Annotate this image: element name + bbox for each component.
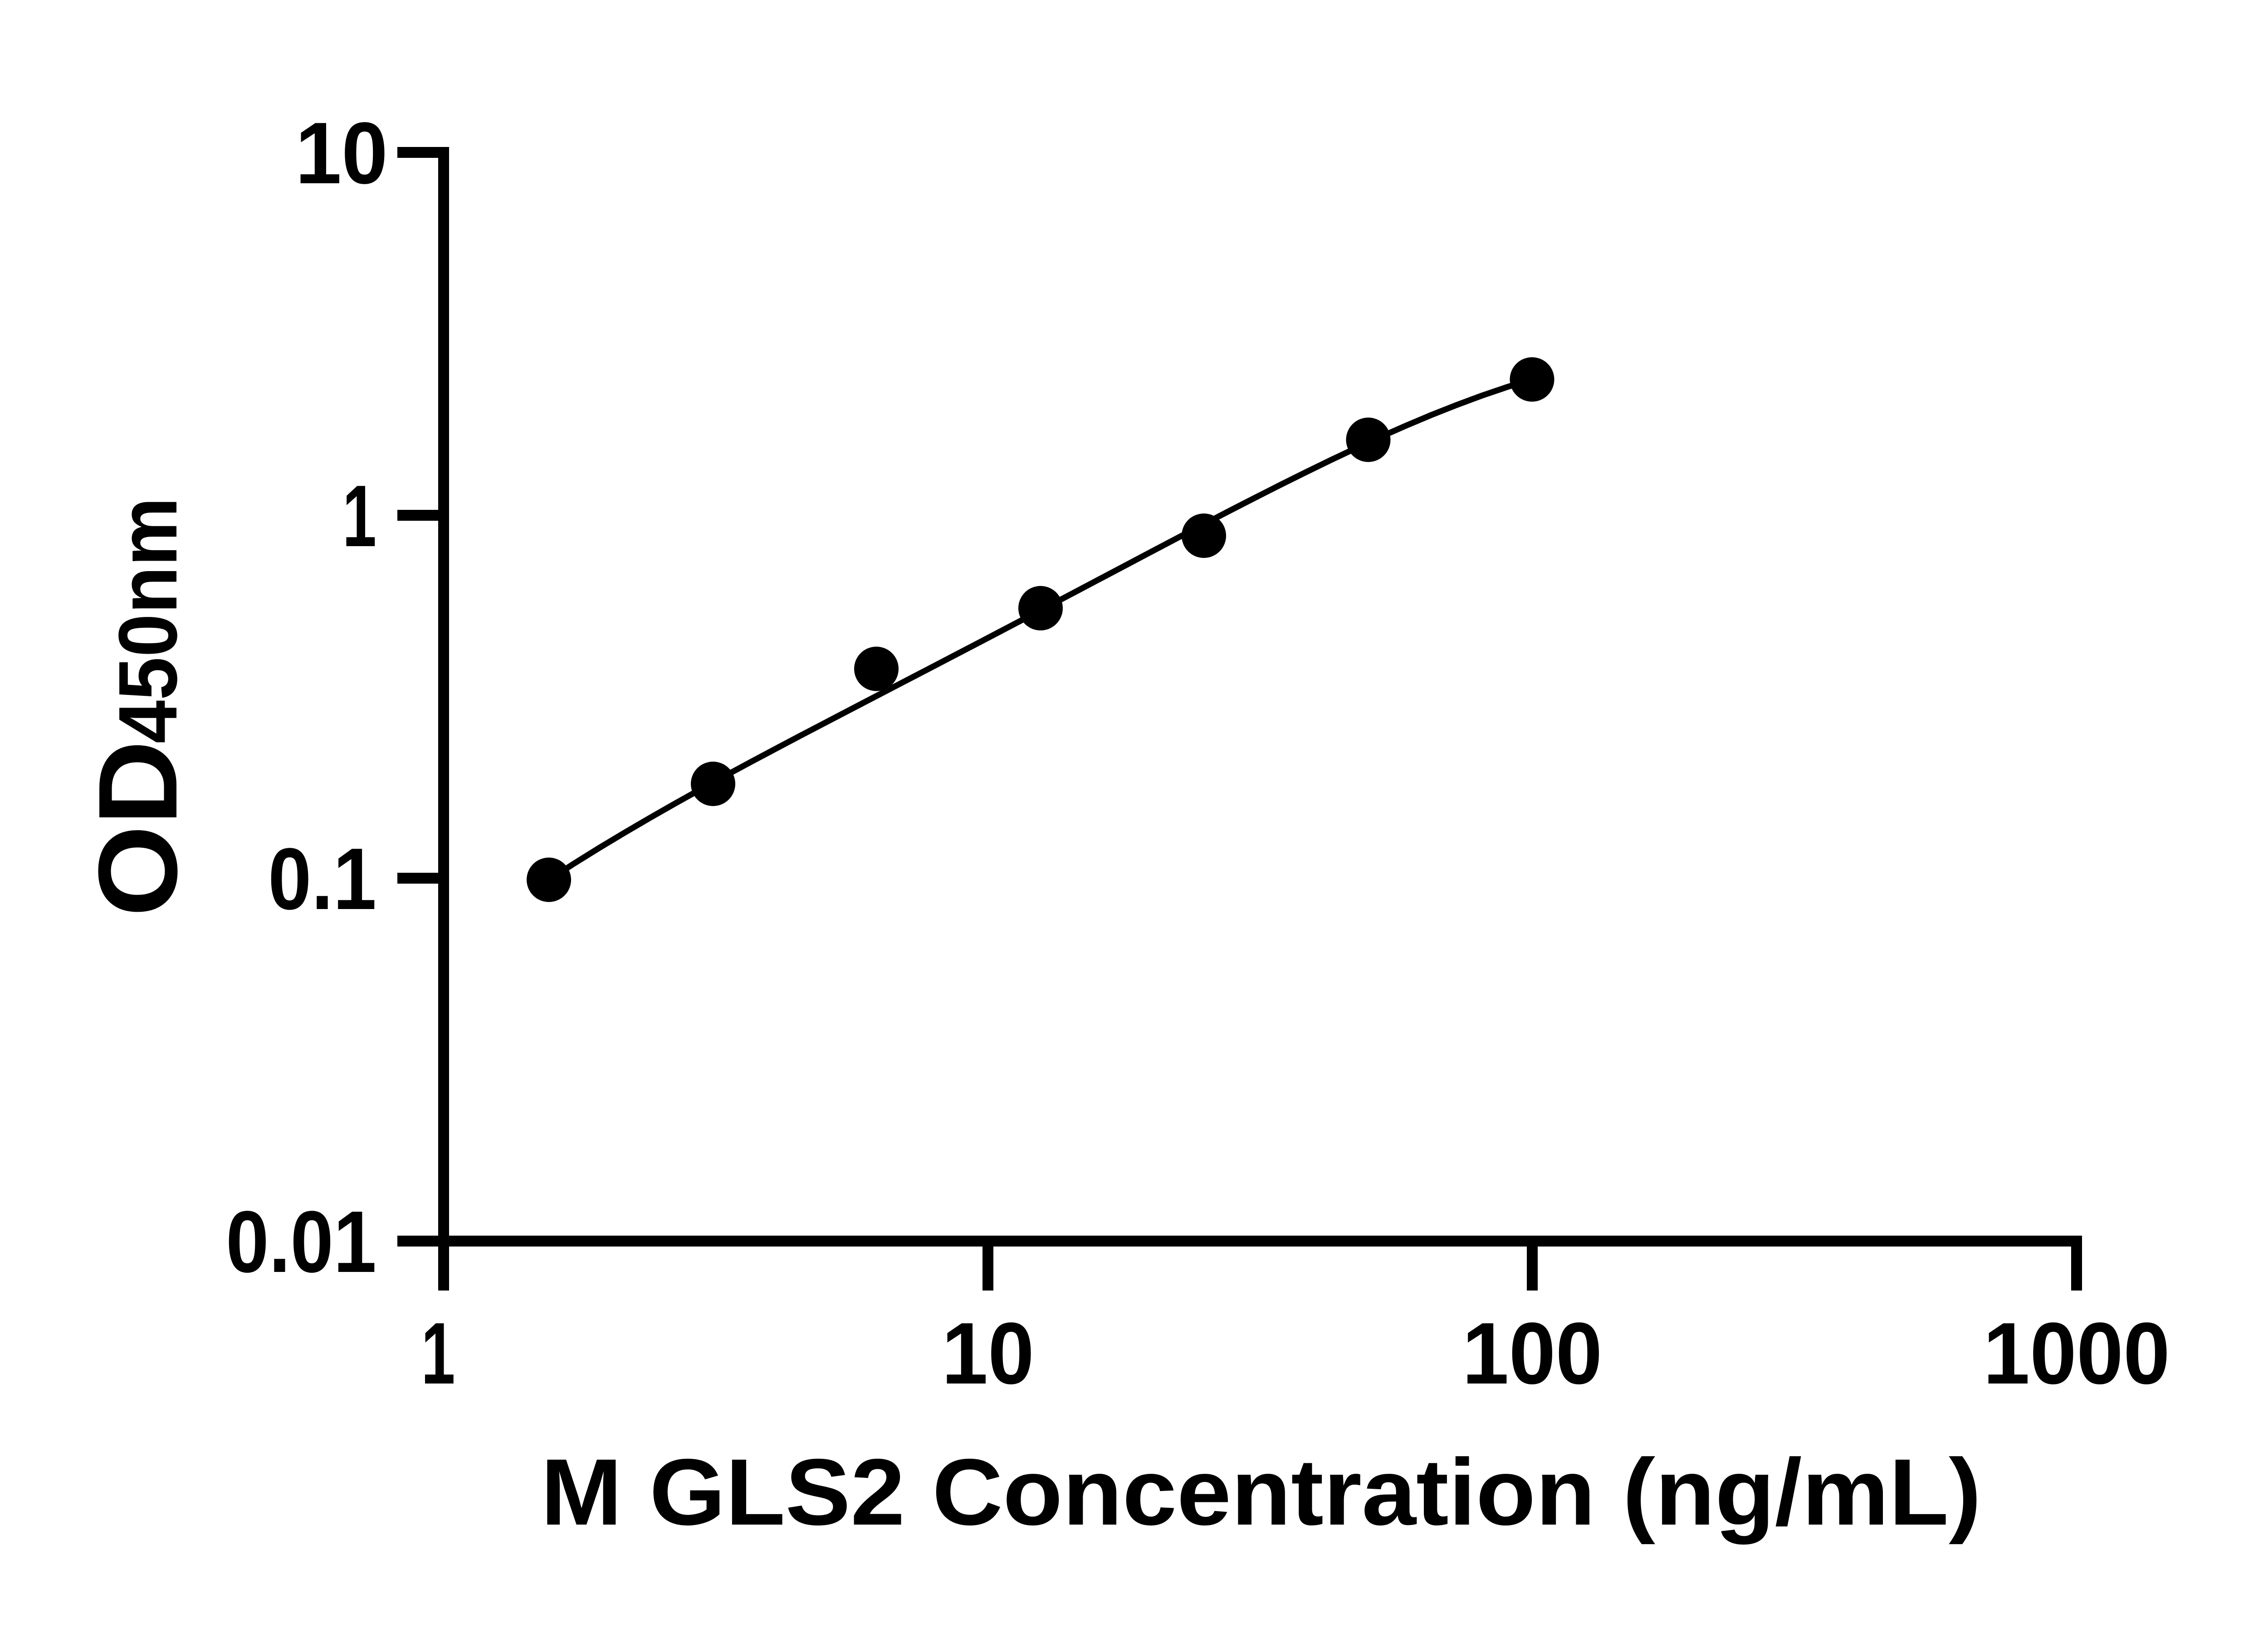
- svg-text:1: 1: [421, 1304, 455, 1402]
- svg-text:1000: 1000: [1983, 1304, 2170, 1402]
- svg-text:1: 1: [342, 467, 376, 565]
- svg-text:0.1: 0.1: [268, 830, 376, 928]
- svg-text:OD: OD: [75, 740, 200, 917]
- svg-text:10: 10: [295, 104, 388, 202]
- svg-text:0.01: 0.01: [226, 1193, 376, 1291]
- svg-text:M GLS2 Concentration (ng/mL): M GLS2 Concentration (ng/mL): [541, 1440, 1981, 1545]
- svg-text:10: 10: [942, 1304, 1034, 1402]
- svg-text:450nm: 450nm: [101, 497, 194, 743]
- svg-text:100: 100: [1462, 1304, 1603, 1402]
